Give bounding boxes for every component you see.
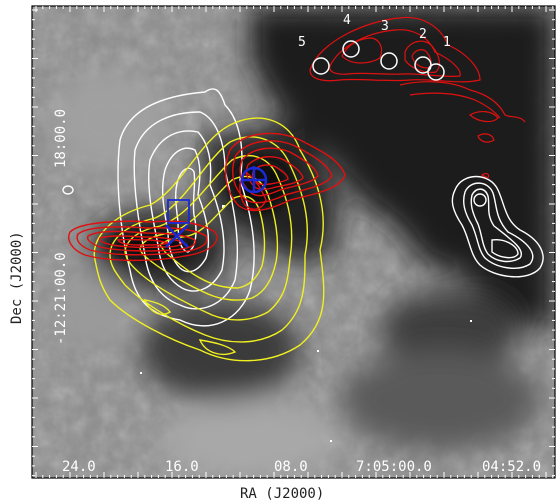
red-contours-arc bbox=[309, 16, 526, 179]
source-label-5: 5 bbox=[298, 35, 306, 50]
dec-tick-1800: 18:00.0 bbox=[53, 109, 69, 168]
source-label-1: 1 bbox=[443, 35, 451, 50]
ra-tick-labels: 24.0 16.0 08.0 7:05:00.0 04:52.0 bbox=[62, 459, 541, 475]
square-icon bbox=[167, 199, 190, 224]
white-contours-main bbox=[62, 88, 255, 327]
x-axis-label: RA (J2000) bbox=[240, 486, 324, 502]
ra-tick-24: 24.0 bbox=[62, 459, 96, 475]
circle-icon bbox=[427, 63, 445, 81]
circle-icon bbox=[342, 40, 360, 58]
cross-icon bbox=[165, 224, 189, 248]
source-labels: 5 4 3 2 1 bbox=[298, 13, 451, 50]
plot-frame bbox=[31, 5, 556, 479]
red-contours-main bbox=[68, 132, 346, 262]
ra-tick-0452: 04:52.0 bbox=[482, 459, 541, 475]
dec-tick-labels: 18:00.0 -12:21:00.0 bbox=[53, 109, 69, 345]
white-contours-right bbox=[451, 175, 544, 278]
dec-tick-122100: -12:21:00.0 bbox=[53, 252, 69, 345]
circle-icon bbox=[380, 52, 398, 70]
blue-markers bbox=[165, 166, 268, 248]
y-axis-label: Dec (J2000) bbox=[9, 231, 25, 324]
source-label-4: 4 bbox=[343, 13, 351, 28]
ra-tick-08: 08.0 bbox=[274, 459, 308, 475]
ra-tick-70500: 7:05:00.0 bbox=[356, 459, 432, 475]
ra-tick-16: 16.0 bbox=[165, 459, 199, 475]
source-label-3: 3 bbox=[381, 19, 389, 34]
source-markers bbox=[312, 40, 445, 81]
yellow-contours bbox=[93, 117, 325, 362]
source-label-2: 2 bbox=[419, 27, 427, 42]
grayscale-image bbox=[32, 6, 555, 478]
circle-icon bbox=[312, 57, 330, 75]
circle-plus-marker bbox=[240, 166, 268, 194]
